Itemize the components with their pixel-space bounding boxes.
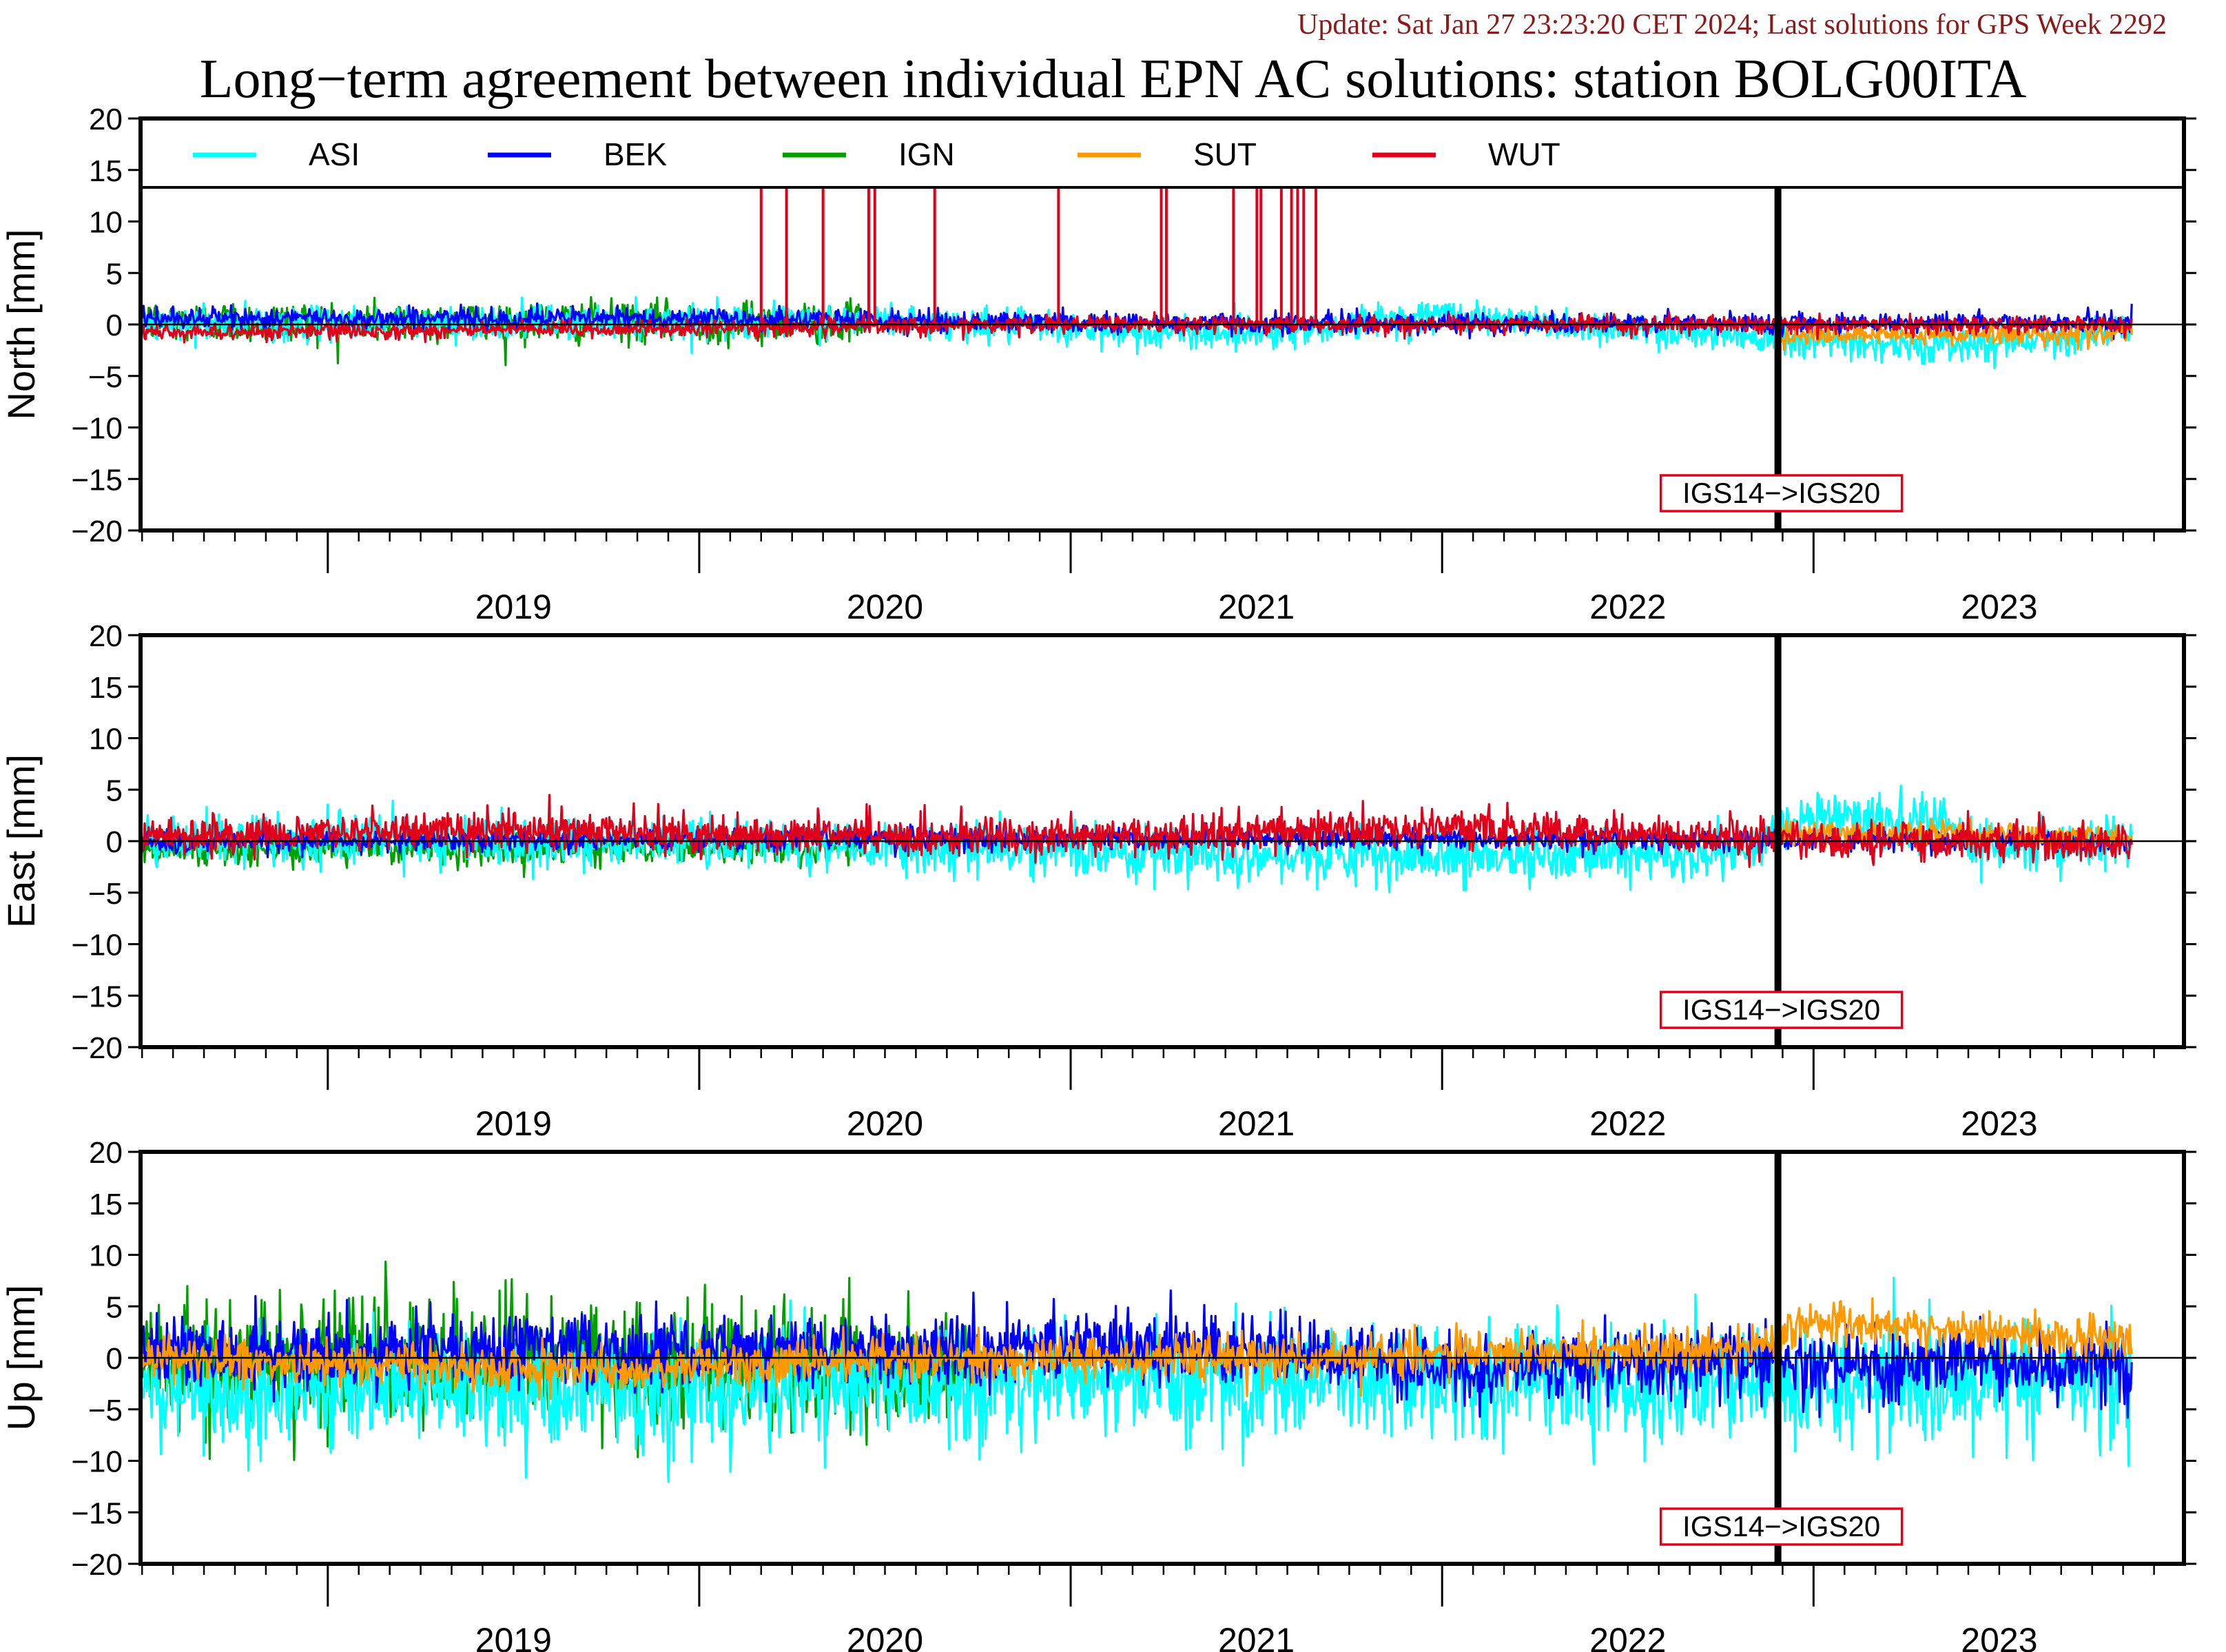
x-tick-label: 2019 bbox=[475, 588, 552, 626]
legend-label-bek: BEK bbox=[604, 136, 667, 172]
y-tick-label: 10 bbox=[89, 1239, 123, 1273]
y-tick-label: 20 bbox=[89, 1136, 123, 1170]
y-tick-label: −5 bbox=[88, 877, 123, 911]
series-line-up-asi bbox=[141, 1277, 2133, 1483]
y-tick-label: −10 bbox=[71, 412, 123, 446]
x-tick-label: 2019 bbox=[475, 1621, 552, 1652]
x-tick-label: 2023 bbox=[1961, 1104, 2037, 1143]
legend-label-asi: ASI bbox=[309, 136, 360, 172]
y-axis-label: North [mm] bbox=[0, 229, 43, 420]
y-tick-label: 5 bbox=[106, 1290, 123, 1324]
x-tick-label: 2021 bbox=[1218, 1104, 1295, 1143]
y-tick-label: −20 bbox=[71, 1548, 123, 1582]
y-tick-label: 5 bbox=[106, 774, 123, 807]
y-tick-label: 10 bbox=[89, 206, 123, 240]
x-tick-label: 2020 bbox=[847, 1104, 923, 1143]
x-tick-label: 2023 bbox=[1961, 1621, 2037, 1652]
legend-box bbox=[139, 117, 2185, 189]
y-tick-label: 15 bbox=[89, 671, 123, 705]
series-line-east-wut bbox=[141, 794, 2133, 869]
legend-label-ign: IGN bbox=[898, 136, 955, 172]
y-tick-label: −15 bbox=[71, 980, 123, 1013]
y-tick-label: −10 bbox=[71, 929, 123, 962]
frame-change-box bbox=[1659, 1507, 1904, 1546]
x-tick-label: 2023 bbox=[1961, 588, 2037, 626]
y-tick-label: 15 bbox=[89, 154, 123, 188]
frame-change-box bbox=[1659, 474, 1904, 513]
y-tick-label: −15 bbox=[71, 1496, 123, 1530]
legend-label-wut: WUT bbox=[1488, 136, 1560, 172]
x-tick-label: 2022 bbox=[1589, 1104, 1666, 1143]
frame-change-label: IGS14−>IGS20 bbox=[1682, 993, 1880, 1026]
y-tick-label: −15 bbox=[71, 463, 123, 497]
y-axis-label: Up [mm] bbox=[0, 1285, 43, 1431]
x-tick-label: 2022 bbox=[1589, 1621, 1666, 1652]
y-tick-label: 0 bbox=[106, 1342, 123, 1376]
update-timestamp: Update: Sat Jan 27 23:23:20 CET 2024; La… bbox=[1297, 9, 2167, 41]
y-tick-label: −5 bbox=[88, 1394, 123, 1427]
x-tick-label: 2020 bbox=[847, 1621, 923, 1652]
y-tick-label: −10 bbox=[71, 1445, 123, 1479]
x-tick-label: 2020 bbox=[847, 588, 923, 626]
x-tick-label: 2021 bbox=[1218, 588, 1295, 626]
frame-change-label: IGS14−>IGS20 bbox=[1682, 477, 1880, 509]
y-tick-label: 20 bbox=[89, 619, 123, 653]
frame-change-label: IGS14−>IGS20 bbox=[1682, 1510, 1880, 1542]
y-tick-label: −20 bbox=[71, 515, 123, 548]
x-tick-label: 2022 bbox=[1589, 588, 1666, 626]
series-line-up-bek bbox=[141, 1289, 2133, 1419]
legend-label-sut: SUT bbox=[1193, 136, 1257, 172]
y-tick-label: 15 bbox=[89, 1188, 123, 1221]
y-tick-label: −5 bbox=[88, 360, 123, 394]
y-tick-label: −20 bbox=[71, 1031, 123, 1065]
y-tick-label: 20 bbox=[89, 103, 123, 136]
y-tick-label: 0 bbox=[106, 309, 123, 342]
y-tick-label: 0 bbox=[106, 825, 123, 859]
y-tick-label: 5 bbox=[106, 257, 123, 291]
x-tick-label: 2019 bbox=[475, 1104, 552, 1143]
y-tick-label: 10 bbox=[89, 723, 123, 756]
chart-title: Long−term agreement between individual E… bbox=[199, 49, 2027, 110]
series-line-up-sut bbox=[141, 1297, 2133, 1401]
y-axis-label: East [mm] bbox=[0, 754, 43, 928]
series-line-north-bek bbox=[141, 302, 2133, 340]
x-tick-label: 2021 bbox=[1218, 1621, 1295, 1652]
frame-change-box bbox=[1659, 991, 1904, 1029]
